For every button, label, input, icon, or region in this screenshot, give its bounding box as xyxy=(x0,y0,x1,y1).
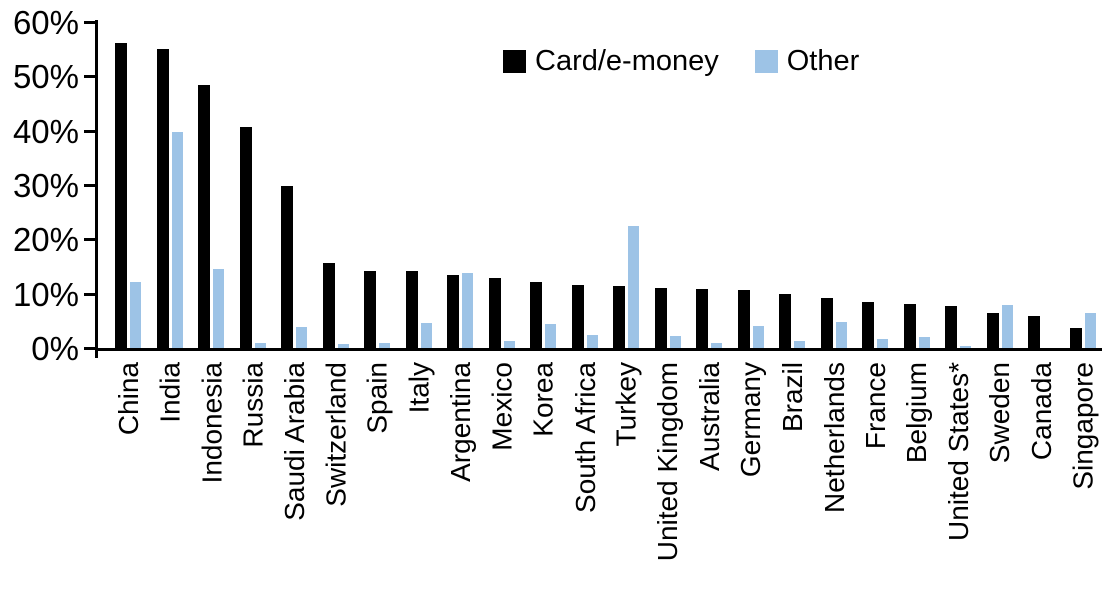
legend-label-card-e-money: Card/e-money xyxy=(535,45,719,77)
bar-card-e-money-brazil xyxy=(779,294,791,348)
x-label-spain: Spain xyxy=(362,362,393,434)
bar-card-e-money-mexico xyxy=(488,278,501,348)
bar-card-e-money-south-africa xyxy=(571,285,584,348)
bar-other-germany xyxy=(752,326,764,348)
y-tick-label-60: 60% xyxy=(12,4,79,41)
bar-other-united-kingdom xyxy=(669,336,681,348)
x-label-germany: Germany xyxy=(735,362,767,478)
chart-legend: Card/e-money Other xyxy=(503,47,859,76)
y-tick-label-40: 40% xyxy=(12,113,79,150)
legend-label-other: Other xyxy=(786,45,860,77)
bar-other-china xyxy=(130,282,141,348)
x-label-india: India xyxy=(154,362,186,423)
bar-other-mexico xyxy=(503,341,515,348)
x-label-russia: Russia xyxy=(237,362,269,448)
bar-card-e-money-indonesia xyxy=(198,85,210,348)
bar-card-e-money-germany xyxy=(737,290,750,348)
bar-other-argentina xyxy=(462,273,473,348)
x-label-argentina: Argentina xyxy=(445,362,476,482)
x-label-korea: Korea xyxy=(528,362,559,437)
bar-other-russia xyxy=(254,343,266,348)
bar-card-e-money-sweden xyxy=(986,313,999,348)
y-tick-30 xyxy=(84,184,95,187)
bar-card-e-money-australia xyxy=(696,289,708,348)
bar-other-united-states xyxy=(960,346,971,348)
x-label-sweden: Sweden xyxy=(984,362,1016,464)
y-tick-60 xyxy=(84,21,95,24)
bar-card-e-money-singapore xyxy=(1069,328,1082,348)
y-tick-label-20: 20% xyxy=(12,221,79,258)
x-label-switzerland: Switzerland xyxy=(320,362,352,507)
bar-card-e-money-belgium xyxy=(903,304,916,348)
legend-swatch-card-e-money xyxy=(503,50,526,73)
x-axis-line xyxy=(95,348,1102,351)
x-label-mexico: Mexico xyxy=(486,362,518,451)
bar-card-e-money-korea xyxy=(530,282,542,348)
bar-card-e-money-argentina xyxy=(447,275,459,348)
x-label-saudi-arabia: Saudi Arabia xyxy=(279,362,310,521)
bar-other-korea xyxy=(545,324,556,348)
y-axis-line xyxy=(95,20,98,358)
bar-other-netherlands xyxy=(835,322,847,348)
x-label-brazil: Brazil xyxy=(777,362,808,433)
y-tick-10 xyxy=(84,293,95,296)
y-tick-label-50: 50% xyxy=(12,58,79,95)
x-label-indonesia: Indonesia xyxy=(196,362,227,484)
bar-other-france xyxy=(877,339,888,348)
y-tick-50 xyxy=(84,75,95,78)
bar-card-e-money-china xyxy=(115,43,127,348)
bar-other-belgium xyxy=(918,337,930,348)
bar-card-e-money-saudi-arabia xyxy=(281,186,293,348)
x-label-united-kingdom: United Kingdom xyxy=(652,362,684,562)
bar-other-brazil xyxy=(794,341,805,348)
y-tick-20 xyxy=(84,238,95,241)
bar-other-italy xyxy=(420,323,432,348)
x-label-united-states: United States* xyxy=(943,362,974,541)
bar-card-e-money-italy xyxy=(405,271,418,348)
bar-other-saudi-arabia xyxy=(296,327,307,348)
bar-card-e-money-turkey xyxy=(613,286,625,348)
legend-item-card-e-money: Card/e-money xyxy=(503,47,719,76)
y-tick-label-0: 0% xyxy=(31,330,79,367)
bar-card-e-money-india xyxy=(156,49,169,348)
legend-item-other: Other xyxy=(754,45,860,77)
legend-swatch-other xyxy=(754,50,778,73)
y-tick-label-10: 10% xyxy=(12,276,79,313)
bar-card-e-money-canada xyxy=(1028,316,1040,348)
x-label-netherlands: Netherlands xyxy=(818,362,850,513)
x-label-italy: Italy xyxy=(403,362,435,414)
bar-card-e-money-united-kingdom xyxy=(654,288,667,348)
bar-other-spain xyxy=(379,343,390,348)
bar-other-switzerland xyxy=(337,344,349,348)
x-label-australia: Australia xyxy=(694,362,725,471)
x-label-south-africa: South Africa xyxy=(569,362,601,513)
bar-other-indonesia xyxy=(213,269,224,348)
x-label-france: France xyxy=(860,362,891,450)
bar-card-e-money-france xyxy=(862,302,874,348)
x-label-belgium: Belgium xyxy=(901,362,933,464)
x-label-turkey: Turkey xyxy=(611,362,642,447)
bar-card-e-money-united-states xyxy=(945,306,957,348)
bar-other-singapore xyxy=(1084,313,1096,348)
bar-other-south-africa xyxy=(586,335,598,348)
x-label-canada: Canada xyxy=(1026,362,1057,461)
bar-other-australia xyxy=(711,343,722,348)
bar-card-e-money-spain xyxy=(364,271,376,348)
bar-card-e-money-russia xyxy=(239,127,252,348)
x-label-china: China xyxy=(113,362,144,436)
bar-other-sweden xyxy=(1001,305,1013,348)
y-tick-0 xyxy=(84,347,95,350)
bar-other-turkey xyxy=(628,226,639,348)
y-tick-label-30: 30% xyxy=(12,167,79,204)
x-label-singapore: Singapore xyxy=(1067,362,1099,490)
bar-card-e-money-netherlands xyxy=(820,298,833,348)
y-tick-40 xyxy=(84,130,95,133)
bar-card-e-money-switzerland xyxy=(322,263,335,348)
bar-other-india xyxy=(171,132,183,348)
